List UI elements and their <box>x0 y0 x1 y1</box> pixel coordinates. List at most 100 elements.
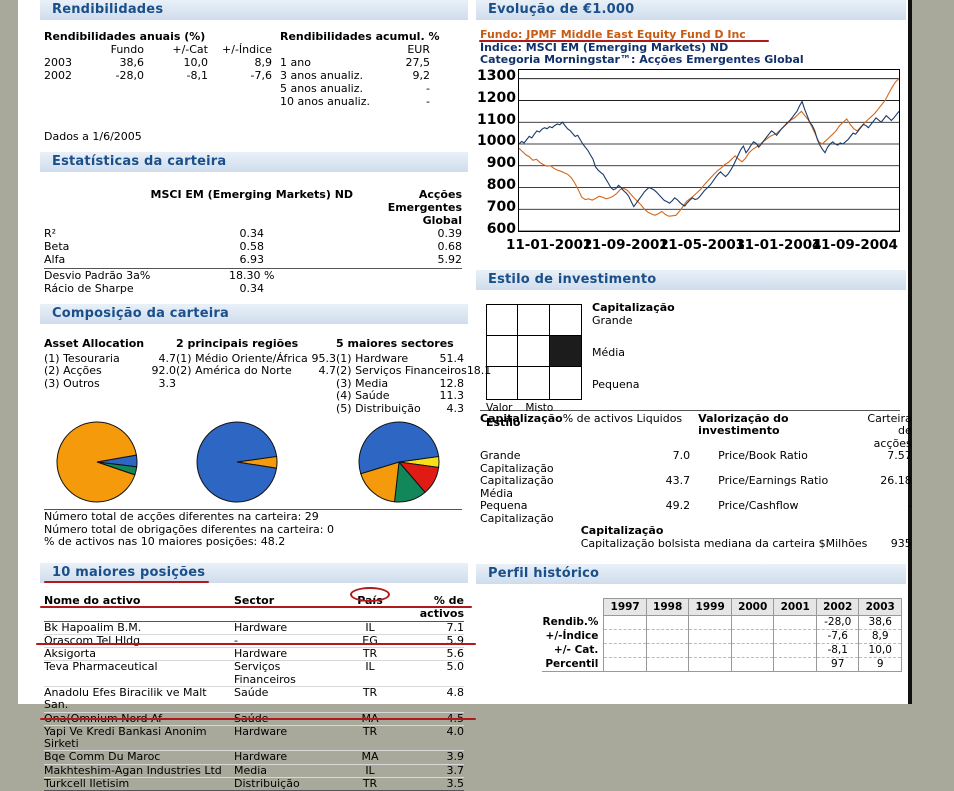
stats-body: MSCI EM (Emerging Markets) ND Acções Eme… <box>40 172 468 295</box>
list-item: (2) América do Norte 4.7 <box>176 365 336 378</box>
holding-name: Orascom Tel Hldg <box>44 634 234 647</box>
cumulative-returns-title: Rendibilidades acumul. % <box>280 30 460 43</box>
style-axis-labels: Valor Misto <box>486 402 553 414</box>
y-tick-label: 1200 <box>477 93 516 103</box>
table-row: 10 anos anualiz. - <box>280 95 430 108</box>
col-cat: +/-Cat <box>144 43 208 56</box>
asset-label: (3) Outros <box>44 378 144 391</box>
history-cell <box>689 644 732 658</box>
history-cell <box>646 616 689 630</box>
note-top10-pct: % de activos nas 10 maiores posições: 48… <box>44 536 464 549</box>
holding-pct: 5.6 <box>396 648 464 661</box>
chart-plot-area <box>518 69 900 232</box>
table-row[interactable]: Orascom Tel Hldg - EG 5.9 <box>44 634 464 647</box>
y-tick-label: 600 <box>487 224 516 234</box>
holding-country: IL <box>344 764 396 777</box>
history-cell <box>731 658 774 672</box>
table-row: Desvio Padrão 3a% 18.30 % <box>44 268 462 282</box>
period-label: 10 anos anualiz. <box>280 95 390 108</box>
col-index-name: MSCI EM (Emerging Markets) ND <box>150 188 353 227</box>
chart-series-svg <box>519 70 899 231</box>
table-row[interactable]: Aksigorta Hardware TR 5.6 <box>44 648 464 661</box>
cap-val-table: Capitalização % de activos Liquidos Valo… <box>480 413 912 551</box>
stat-index-value: 6.93 <box>150 253 353 266</box>
holding-name: Aksigorta <box>44 648 234 661</box>
table-row[interactable]: Bqe Comm Du Maroc Hardware MA 3.9 <box>44 751 464 764</box>
holding-country: IL <box>344 661 396 687</box>
composition-body: Asset Allocation (1) Tesouraria 4.7 (2) … <box>40 324 468 549</box>
table-row[interactable]: Anadolu Efes Biracilik ve Malt San. Saúd… <box>44 686 464 712</box>
style-box-cell[interactable] <box>487 367 518 398</box>
period-label: 5 anos anualiz. <box>280 82 390 95</box>
holding-pct: 3.5 <box>396 778 464 791</box>
col-carteira-accoes: Carteira de acções <box>867 413 911 451</box>
cap-row-label: Pequena Capitalização <box>480 500 563 525</box>
history-cell <box>646 644 689 658</box>
indice-cell: -7,6 <box>208 69 272 82</box>
holding-name: Makhteshim-Agan Industries Ltd <box>44 764 234 777</box>
style-box-container: Capitalização Grande Média Pequena Valor… <box>480 300 902 408</box>
holding-name: Turkcell Iletisim <box>44 778 234 791</box>
holding-sector: Serviços Financeiros <box>234 661 344 687</box>
holding-pct: 3.9 <box>396 751 464 764</box>
y-tick-label: 1100 <box>477 115 516 125</box>
table-header-row: Fundo +/-Cat +/-Índice <box>44 43 272 56</box>
year-header: 1999 <box>689 599 732 616</box>
table-header-row: MSCI EM (Emerging Markets) ND Acções Eme… <box>44 188 462 227</box>
cap-row-value: 7.0 <box>563 450 690 475</box>
period-label: 3 anos anualiz. <box>280 69 390 82</box>
table-row[interactable]: Yapi Ve Kredi Bankasi Anonim Sirketi Har… <box>44 725 464 751</box>
year-cell: 2003 <box>44 56 86 69</box>
holding-sector: Distribuição <box>234 778 344 791</box>
table-row: Rácio de Sharpe 0.34 <box>44 282 462 295</box>
table-row[interactable]: Turkcell Iletisim Distribuição TR 3.5 <box>44 778 464 791</box>
period-value: 27,5 <box>390 56 430 69</box>
style-box-cell[interactable] <box>487 305 518 336</box>
holding-sector: Saúde <box>234 686 344 712</box>
val-row-label: Price/Book Ratio <box>690 450 867 475</box>
style-box-cell[interactable] <box>487 336 518 367</box>
sector-label: (4) Saúde <box>336 390 432 403</box>
history-cell: -28,0 <box>816 616 859 630</box>
year-header: 2001 <box>774 599 817 616</box>
cap-median-label: Capitalização bolsista mediana da cartei… <box>563 538 868 551</box>
section-header-composition: Composição da carteira <box>40 304 468 324</box>
style-box-cell[interactable] <box>518 336 549 367</box>
history-cell <box>731 616 774 630</box>
history-cell <box>604 616 647 630</box>
val-row-label: Price/Cashflow <box>690 500 867 525</box>
table-row: R² 0.34 0.39 <box>44 227 462 240</box>
x-tick-label: 11-01-2004 <box>735 237 821 253</box>
table-row[interactable]: Teva Pharmaceutical Serviços Financeiros… <box>44 661 464 687</box>
holding-name: Anadolu Efes Biracilik ve Malt San. <box>44 686 234 712</box>
period-value: 9,2 <box>390 69 430 82</box>
style-box-cell[interactable] <box>550 336 581 367</box>
holding-pct: 5.9 <box>396 634 464 647</box>
table-row: Alfa 6.93 5.92 <box>44 253 462 266</box>
table-row[interactable]: Bk Hapoalim B.M. Hardware IL 7.1 <box>44 621 464 634</box>
holding-sector: Hardware <box>234 648 344 661</box>
section-header-returns: Rendibilidades <box>40 0 468 20</box>
history-cell <box>646 630 689 644</box>
y-tick-label: 800 <box>487 180 516 190</box>
history-cell <box>731 630 774 644</box>
style-box-cell[interactable] <box>550 367 581 398</box>
history-cell: -7,6 <box>816 630 859 644</box>
history-cell: 97 <box>816 658 859 672</box>
indice-cell: 8,9 <box>208 56 272 69</box>
style-box-cell[interactable] <box>550 305 581 336</box>
stat-label: Alfa <box>44 253 150 266</box>
style-box-cell[interactable] <box>518 305 549 336</box>
style-box-cell[interactable] <box>518 367 549 398</box>
cap-median-value: 935 <box>867 538 911 551</box>
sector-label: (2) Serviços Financeiros <box>336 365 467 378</box>
sector-label: (5) Distribuição <box>336 403 432 416</box>
year-header: 1997 <box>604 599 647 616</box>
holding-country: EG <box>344 634 396 647</box>
asset-value: 92.0 <box>144 365 176 378</box>
table-row: 5 anos anualiz. - <box>280 82 430 95</box>
stat-value: 18.30 % <box>150 268 353 282</box>
table-row[interactable]: Makhteshim-Agan Industries Ltd Media IL … <box>44 764 464 777</box>
